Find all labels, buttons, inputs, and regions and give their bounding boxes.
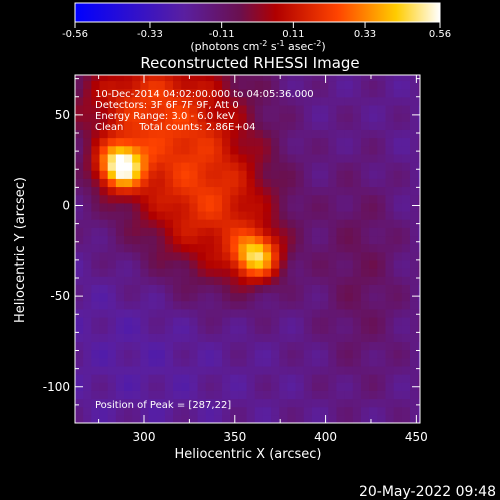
- y-tick-label: -50: [50, 289, 70, 303]
- colorbar-tick-label: -0.11: [209, 29, 235, 40]
- info-detectors: Detectors: 3F 6F 7F 9F, Att 0: [95, 100, 239, 111]
- colorbar-ticks: -0.56 -0.33 -0.11 0.11 0.33 0.56: [62, 22, 451, 40]
- timestamp: 20-May-2022 09:48: [359, 484, 496, 500]
- y-tick-label: -100: [43, 380, 70, 394]
- heatmap-image: [75, 75, 420, 423]
- y-tick-label: 0: [62, 199, 70, 213]
- colorbar-tick-label: -0.33: [137, 29, 163, 40]
- x-tick-label: 300: [133, 430, 156, 444]
- colorbar-tick-label: 0.33: [354, 29, 376, 40]
- info-clean: Clean Total counts: 2.86E+04: [95, 122, 255, 133]
- colorbar: [74, 2, 441, 23]
- x-tick-label: 400: [314, 430, 337, 444]
- chart-title: Reconstructed RHESSI Image: [140, 54, 359, 72]
- info-energy: Energy Range: 3.0 - 6.0 keV: [95, 111, 235, 122]
- info-time: 10-Dec-2014 04:02:00.000 to 04:05:36.000: [95, 89, 314, 100]
- colorbar-tick-label: 0.11: [282, 29, 304, 40]
- x-tick-label: 450: [405, 430, 428, 444]
- x-tick-label: 350: [223, 430, 246, 444]
- y-tick-label: 50: [55, 108, 70, 122]
- plot-frame: [74, 74, 421, 424]
- info-block: 10-Dec-2014 04:02:00.000 to 04:05:36.000…: [95, 89, 314, 133]
- colorbar-tick-label: 0.56: [429, 29, 451, 40]
- y-axis-label: Heliocentric Y (arcsec): [13, 177, 28, 323]
- colorbar-tick-label: -0.56: [62, 29, 88, 40]
- peak-position-label: Position of Peak = [287,22]: [95, 400, 231, 411]
- x-axis-label: Heliocentric X (arcsec): [175, 447, 322, 462]
- colorbar-unit-label: (photons cm-2 s-1 asec-2): [190, 39, 325, 53]
